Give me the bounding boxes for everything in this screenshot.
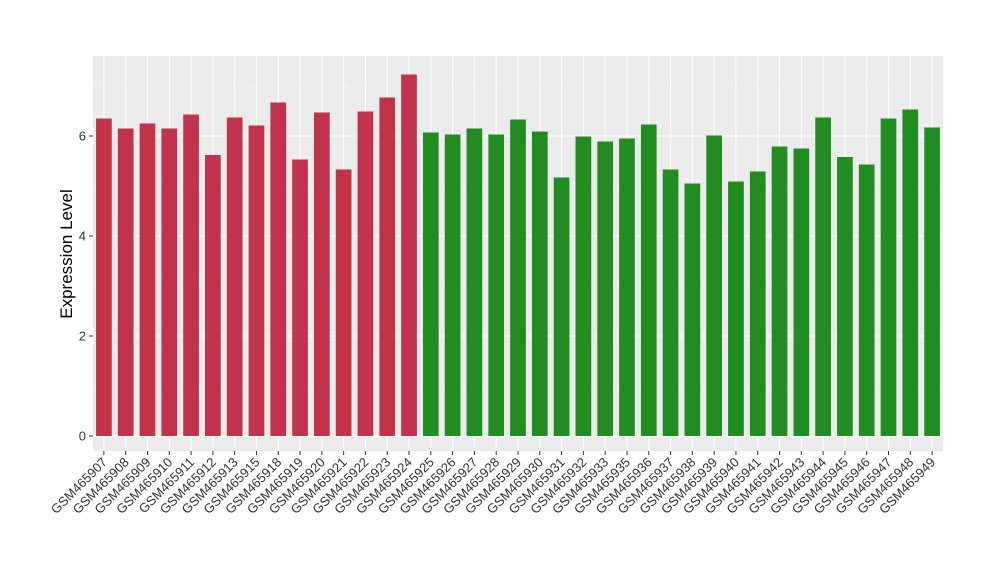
bar-GSM465946 (858, 164, 875, 436)
bar-GSM465945 (837, 157, 853, 436)
bar-GSM465921 (335, 169, 352, 436)
bar-GSM465920 (314, 112, 330, 436)
bar-GSM465941 (749, 171, 766, 436)
bar-GSM465925 (422, 132, 439, 436)
bar-GSM465949 (924, 127, 940, 436)
bar-GSM465913 (226, 117, 243, 436)
bar-GSM465932 (575, 136, 592, 436)
y-tick-label: 2 (79, 329, 86, 344)
bar-GSM465936 (640, 124, 657, 436)
bar-GSM465928 (488, 134, 505, 436)
bar-GSM465907 (96, 118, 112, 436)
bar-GSM465947 (880, 118, 897, 436)
bar-GSM465942 (771, 146, 788, 436)
bar-GSM465938 (684, 183, 701, 436)
bar-GSM465929 (510, 119, 526, 436)
y-tick-label: 6 (79, 129, 86, 144)
bar-GSM465931 (553, 177, 570, 436)
bar-GSM465912 (205, 155, 221, 436)
bar-GSM465909 (139, 123, 156, 436)
bar-GSM465933 (597, 141, 614, 436)
bar-GSM465911 (183, 114, 199, 436)
y-tick-label: 4 (79, 229, 86, 244)
y-axis: 0 2 4 6 (79, 129, 93, 444)
bar-GSM465910 (161, 128, 178, 436)
bar-GSM465944 (815, 117, 831, 436)
bar-GSM465927 (466, 128, 483, 436)
bar-GSM465919 (292, 159, 308, 436)
bar-GSM465940 (728, 181, 744, 436)
bar-GSM465926 (444, 134, 461, 436)
bar-GSM465908 (117, 128, 134, 436)
y-tick-label: 0 (79, 429, 86, 444)
bar-GSM465915 (248, 125, 265, 436)
bar-GSM465939 (706, 135, 722, 436)
bars (96, 74, 940, 436)
bar-GSM465922 (357, 111, 374, 436)
bar-GSM465935 (619, 138, 635, 436)
bar-GSM465918 (270, 102, 287, 436)
bar-GSM465930 (531, 131, 548, 436)
y-axis-title: Expression Level (57, 189, 76, 318)
bar-GSM465923 (379, 97, 396, 436)
bar-GSM465948 (902, 109, 919, 436)
bar-GSM465924 (401, 74, 417, 436)
x-axis: GSM465907GSM465908GSM465909GSM465910GSM4… (48, 451, 938, 517)
bar-GSM465937 (662, 169, 679, 436)
bar-GSM465943 (793, 148, 810, 436)
